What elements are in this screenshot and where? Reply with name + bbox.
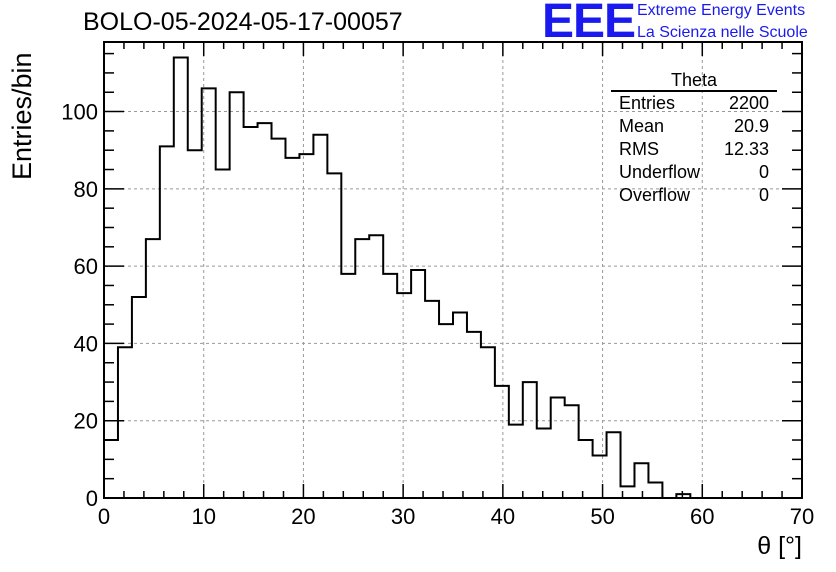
- histogram-bin: [174, 57, 188, 498]
- histogram-bin: [593, 455, 607, 498]
- histogram-bin: [202, 88, 216, 498]
- histogram-outline: [103, 56, 802, 499]
- histogram-bin: [160, 146, 174, 498]
- histogram-bin: [244, 127, 258, 498]
- histogram-bin: [467, 332, 481, 498]
- histogram-bin: [118, 347, 132, 498]
- y-tick-label: 100: [61, 100, 98, 125]
- histogram-bin: [104, 440, 118, 498]
- stats-value: 0: [758, 162, 769, 182]
- histogram-bin: [258, 123, 272, 498]
- histogram-bin: [383, 274, 397, 498]
- stats-row-mean: Mean 20.9: [611, 115, 777, 138]
- y-axis-label: Entries/bin: [7, 52, 37, 180]
- histogram-bin: [481, 347, 495, 498]
- stats-row-underflow: Underflow 0: [611, 161, 777, 184]
- plot-frame: [103, 41, 803, 499]
- x-tick-label: 30: [391, 504, 415, 529]
- histogram-bin: [272, 139, 286, 498]
- stats-row-entries: Entries 2200: [611, 92, 777, 115]
- stats-row-rms: RMS 12.33: [611, 138, 777, 161]
- histogram-bin: [537, 428, 551, 498]
- histogram-bin: [132, 297, 146, 498]
- histogram-bin: [579, 440, 593, 498]
- histogram-bin: [230, 92, 244, 498]
- histogram-bin: [523, 382, 537, 498]
- histogram-bin: [634, 463, 648, 498]
- histogram-bin: [146, 239, 160, 498]
- x-tick-label: 60: [690, 504, 714, 529]
- histogram-bin: [551, 398, 565, 498]
- histogram-bin: [341, 274, 355, 498]
- stats-label: Underflow: [619, 162, 701, 182]
- stats-value: 0: [758, 185, 769, 205]
- stats-row-overflow: Overflow 0: [611, 184, 777, 207]
- stats-value: 20.9: [733, 116, 769, 136]
- histogram-bin: [411, 270, 425, 498]
- stats-label: RMS: [619, 139, 659, 159]
- histogram-bin: [495, 386, 509, 498]
- y-tick-label: 0: [86, 486, 98, 511]
- histogram-bin: [369, 235, 383, 498]
- histogram-bin: [439, 324, 453, 498]
- stats-label: Overflow: [619, 185, 691, 205]
- axis-ticks: [103, 42, 803, 499]
- y-tick-label: 80: [74, 177, 98, 202]
- eee-logo: EEE: [542, 0, 636, 48]
- histogram-bin: [216, 170, 230, 498]
- x-tick-label: 0: [98, 504, 110, 529]
- histogram-bin: [607, 432, 621, 498]
- histogram-bin: [188, 150, 202, 498]
- x-axis-label: θ [°]: [757, 532, 802, 560]
- x-tick-label: 70: [790, 504, 814, 529]
- axis-tick-labels: 0 10 20 30 40 50 60 70 0 20 40 60 80 100: [61, 100, 814, 529]
- histogram-bin: [397, 293, 411, 498]
- histogram-bin: [565, 405, 579, 498]
- histogram-bin: [299, 154, 313, 498]
- histogram-bin: [648, 483, 662, 498]
- stats-value: 2200: [728, 93, 769, 113]
- x-tick-label: 50: [590, 504, 614, 529]
- histogram-bin: [355, 239, 369, 498]
- stats-label: Entries: [619, 93, 676, 113]
- histogram-bin: [327, 173, 341, 498]
- x-tick-label: 10: [191, 504, 215, 529]
- stats-value: 12.33: [723, 139, 769, 159]
- histogram-bin: [509, 425, 523, 498]
- grid-lines: [104, 42, 802, 498]
- y-tick-label: 60: [74, 254, 98, 279]
- stats-box: Theta Entries 2200 Mean 20.9 RMS 12.33 U…: [611, 70, 777, 207]
- chart-title: BOLO-05-2024-05-17-00057: [83, 8, 403, 36]
- histogram-bin: [453, 313, 467, 498]
- x-tick-label: 40: [491, 504, 515, 529]
- x-tick-label: 20: [291, 504, 315, 529]
- histogram-bin: [425, 301, 439, 498]
- logo-line1: Extreme Energy Events: [637, 2, 806, 19]
- y-tick-label: 20: [74, 409, 98, 434]
- logo-line2: La Scienza nelle Scuole: [637, 24, 808, 41]
- y-tick-label: 40: [74, 331, 98, 356]
- stats-title: Theta: [611, 70, 777, 92]
- histogram-bin: [285, 158, 299, 498]
- stats-label: Mean: [619, 116, 665, 136]
